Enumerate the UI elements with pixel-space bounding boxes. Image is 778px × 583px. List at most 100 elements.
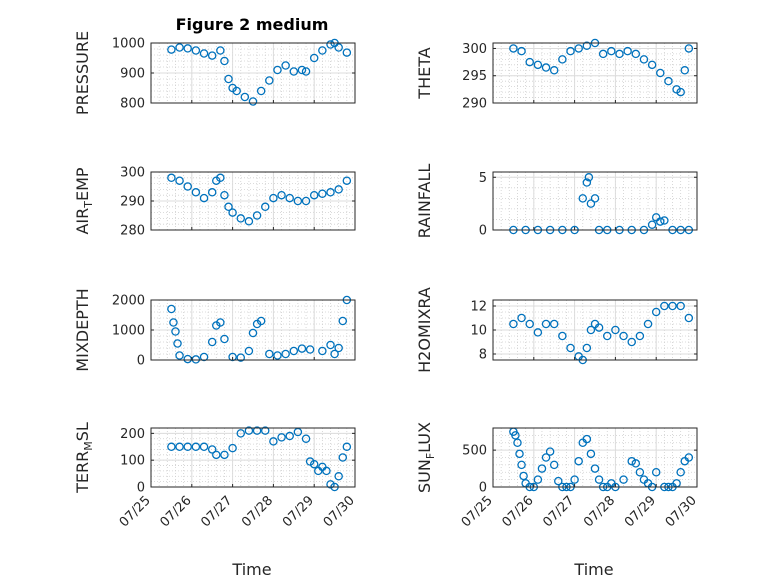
data-point [334, 472, 343, 481]
data-point [582, 343, 592, 353]
data-point [167, 45, 176, 54]
data-point [566, 343, 575, 353]
data-point [277, 433, 286, 442]
data-point [541, 319, 551, 329]
data-point [289, 346, 299, 356]
data-point [297, 65, 307, 75]
data-point [619, 475, 628, 484]
data-point [167, 442, 176, 452]
data-point [285, 431, 294, 441]
data-point [598, 49, 608, 59]
data-point [191, 355, 201, 364]
data-point [586, 449, 596, 459]
data-point [191, 46, 201, 55]
y-axis-label: H2OMIXRA [415, 287, 434, 373]
data-point [594, 323, 604, 332]
data-point [660, 301, 669, 311]
data-point [175, 43, 184, 52]
data-point [175, 351, 184, 360]
x-tick-label: 07/27 [540, 493, 577, 530]
data-point [582, 434, 592, 444]
data-point [615, 49, 624, 59]
data-point [554, 476, 563, 486]
y-axis-label: THETA [415, 47, 434, 99]
subplot-air-temp: 280 290 300 AIRTEMP [73, 166, 356, 239]
x-tick-label: 07/28 [239, 493, 276, 530]
data-point [212, 450, 221, 460]
data-point [330, 349, 339, 359]
data-point [602, 331, 612, 341]
data-point [549, 66, 559, 75]
data-point [236, 429, 246, 438]
data-point [236, 214, 246, 223]
data-point [183, 44, 192, 53]
data-point [574, 456, 583, 466]
data-point [680, 66, 690, 75]
data-point [326, 188, 335, 197]
axes-box [150, 427, 356, 488]
y-tick-label: 0 [137, 481, 145, 496]
data-point [293, 196, 303, 206]
y-tick-label: 800 [120, 97, 145, 112]
data-point [651, 307, 661, 317]
data-point [175, 442, 184, 452]
data-point [309, 459, 319, 469]
data-point [309, 190, 319, 200]
data-point [537, 464, 547, 473]
x-tick-label: 07/30 [321, 493, 358, 530]
data-point [558, 55, 567, 64]
data-point [647, 220, 657, 229]
data-point [647, 60, 657, 70]
data-point [338, 316, 348, 326]
data-point [533, 475, 543, 484]
data-point [517, 460, 526, 470]
data-point [244, 217, 254, 226]
data-point [183, 354, 192, 364]
data-point [635, 331, 645, 341]
data-point [269, 437, 278, 446]
data-point [342, 176, 352, 185]
x-tick-label: 07/30 [663, 493, 700, 530]
axes-box [492, 427, 698, 488]
data-point [236, 353, 246, 362]
data-point [342, 48, 352, 57]
data-point [513, 438, 522, 447]
data-point [199, 49, 209, 58]
data-point [611, 325, 620, 335]
y-tick-label: 0 [479, 481, 487, 496]
data-point [244, 346, 254, 356]
data-point [627, 456, 636, 466]
data-point [220, 450, 229, 460]
data-point [224, 74, 233, 84]
data-point [509, 44, 518, 53]
data-point [207, 337, 217, 347]
data-point [570, 475, 579, 484]
data-point [660, 216, 669, 225]
data-point [643, 319, 653, 329]
data-point [309, 53, 319, 63]
data-point [314, 466, 323, 476]
data-point [252, 426, 262, 435]
data-point [594, 475, 604, 484]
data-point [216, 318, 225, 327]
figure-title: Figure 2 medium [176, 15, 329, 34]
data-point [260, 202, 270, 212]
data-point [301, 67, 311, 76]
data-point [619, 331, 628, 341]
data-point [623, 46, 632, 56]
x-tick-label: 07/29 [622, 493, 659, 530]
y-tick-label: 8 [479, 348, 487, 363]
y-tick-label: 0 [479, 224, 487, 239]
data-point [171, 327, 180, 336]
data-point [525, 57, 534, 67]
data-point [216, 173, 225, 183]
subplot-mixdepth: 0 1000 2000 MIXDEPTH [73, 288, 356, 372]
data-point [256, 86, 266, 96]
subplot-pressure: 800 900 1000 PRESSURE [73, 31, 356, 115]
data-point [517, 313, 526, 323]
data-point [191, 188, 201, 197]
data-point [676, 87, 685, 97]
data-point [590, 194, 600, 203]
data-point [578, 194, 588, 203]
